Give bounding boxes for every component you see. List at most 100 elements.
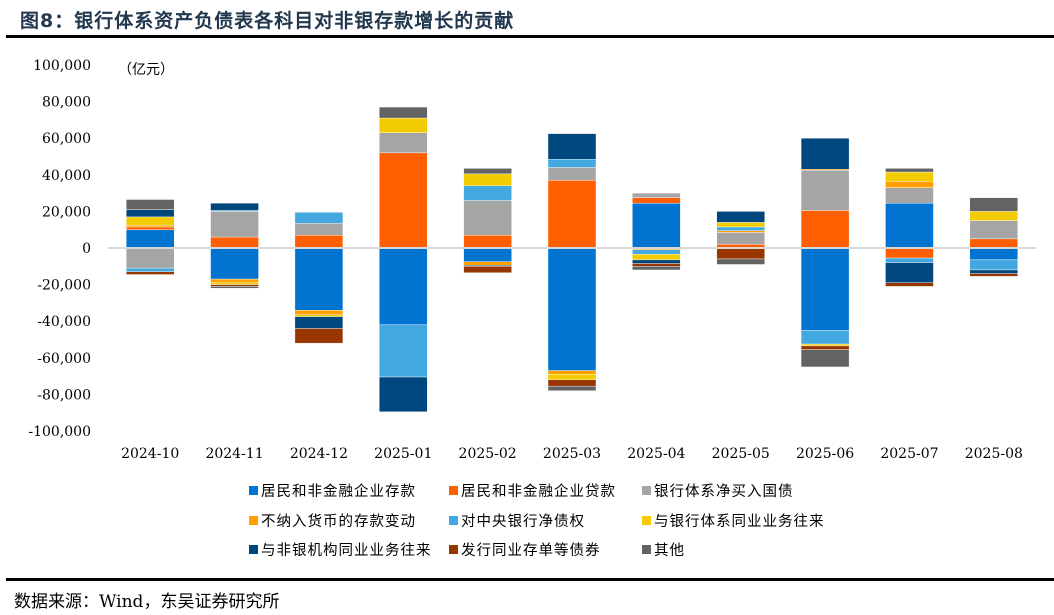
- legend-label: 不纳入货币的存款变动: [261, 514, 416, 530]
- legend-item: 发行同业存单等债券: [449, 539, 601, 560]
- legend-item: 居民和非金融企业存款: [249, 480, 416, 501]
- bar-segment-2025-04-s0: [632, 202, 681, 249]
- bar-segment-2025-05-s2: [716, 232, 765, 245]
- bar-segment-2024-11-s2: [210, 211, 259, 238]
- x-tick-label: 2025-06: [796, 446, 854, 462]
- y-tick-label: 60,000: [42, 131, 91, 147]
- bar-segment-2024-11-s5: [210, 282, 259, 285]
- bar-segment-2024-12-s1: [294, 234, 344, 249]
- legend-swatch: [249, 545, 258, 554]
- bar-segment-2025-02-s4: [463, 185, 512, 201]
- bar-segment-2024-10-s6: [125, 209, 175, 218]
- legend-label: 与非银机构同业业务往来: [261, 543, 432, 559]
- legend-swatch: [449, 486, 458, 495]
- x-tick-label: 2025-07: [880, 446, 938, 462]
- bar-segment-2025-04-s1: [632, 197, 681, 204]
- legend-swatch: [449, 516, 458, 525]
- bar-segment-2025-03-s2: [547, 167, 597, 181]
- bar-segment-2024-11-s7: [210, 284, 259, 287]
- x-tick-label: 2024-11: [205, 446, 263, 462]
- bar-segment-2025-05-s4: [716, 226, 765, 231]
- bar-segment-2025-08-s5: [969, 211, 1019, 221]
- bar-segment-2025-07-s7: [885, 282, 934, 287]
- bar-segment-2025-02-s8: [463, 168, 512, 175]
- bar-segment-2025-05-s5: [716, 222, 765, 228]
- bar-segment-2024-10-s1: [125, 226, 175, 230]
- y-tick-label: 0: [82, 241, 91, 257]
- bar-segment-2025-01-s6: [379, 376, 428, 412]
- y-tick-label: -40,000: [37, 314, 91, 330]
- bar-segment-2025-02-s3: [463, 261, 512, 266]
- bar-segment-2025-05-s8: [716, 258, 765, 265]
- x-tick-label: 2025-02: [459, 446, 517, 462]
- legend-swatch: [642, 486, 651, 495]
- bar-segment-2025-06-s7: [800, 345, 850, 350]
- bar-segment-2025-07-s2: [885, 187, 934, 204]
- bar-segment-2025-07-s0: [885, 202, 934, 249]
- bar-segment-2024-10-s2: [125, 247, 175, 269]
- bar-segment-2025-08-s0: [969, 247, 1019, 261]
- source-note: 数据来源：Wind，东吴证券研究所: [14, 592, 280, 612]
- bar-segment-2025-07-s1: [885, 247, 934, 259]
- bar-segment-2025-04-s4: [632, 249, 681, 255]
- bar-segment-2025-01-s0: [379, 247, 428, 326]
- bar-segment-2025-03-s5: [547, 374, 597, 380]
- legend-label: 发行同业存单等债券: [461, 543, 601, 559]
- bar-segment-2024-11-s0: [210, 247, 259, 280]
- legend-item: 不纳入货币的存款变动: [249, 510, 416, 531]
- bar-segment-2025-02-s7: [463, 266, 512, 273]
- x-axis-ticks: 2024-10 2024-11 2024-12 2025-01 2025-02 2025-…: [121, 446, 1023, 462]
- legend-swatch: [249, 486, 258, 495]
- legend-item: 银行体系净买入国债: [642, 480, 794, 501]
- legend-swatch: [249, 516, 258, 525]
- bars: [125, 106, 1019, 412]
- bar-segment-2024-10-s8: [125, 199, 175, 210]
- legend-item: 与银行体系同业业务往来: [642, 510, 825, 531]
- bar-segment-2024-12-s0: [294, 247, 344, 311]
- bar-segment-2025-01-s4: [379, 324, 428, 378]
- bar-segment-2024-12-s6: [294, 316, 344, 329]
- x-tick-label: 2025-08: [965, 446, 1023, 462]
- bar-segment-2025-04-s2: [632, 192, 681, 198]
- bar-segment-2025-08-s1: [969, 238, 1019, 249]
- bar-segment-2025-08-s7: [969, 273, 1019, 277]
- x-tick-label: 2024-10: [121, 446, 179, 462]
- bar-segment-2025-03-s7: [547, 379, 597, 387]
- legend-swatch: [449, 545, 458, 554]
- bar-segment-2025-02-s2: [463, 200, 512, 236]
- stacked-bar-chart: （亿元） 100,000 80,000 60,000 40,000 20,000 0 -20…: [28, 58, 1036, 462]
- legend-item: 其他: [642, 539, 685, 560]
- bar-segment-2025-07-s3: [885, 181, 934, 188]
- y-tick-label: -20,000: [37, 278, 91, 294]
- bar-segment-2025-07-s4: [885, 257, 934, 263]
- bar-segment-2025-03-s8: [547, 385, 597, 391]
- y-tick-label: 20,000: [42, 204, 91, 220]
- x-tick-label: 2025-05: [712, 446, 770, 462]
- legend-label: 其他: [654, 543, 685, 559]
- bar-segment-2024-11-s8: [210, 286, 259, 289]
- legend-label: 居民和非金融企业贷款: [461, 484, 616, 500]
- bar-segment-2024-12-s3: [294, 310, 344, 315]
- bar-segment-2025-02-s0: [463, 247, 512, 262]
- bar-segment-2025-07-s5: [885, 171, 934, 182]
- bar-segment-2025-07-s6: [885, 262, 934, 283]
- bar-segment-2025-07-s8: [885, 168, 934, 173]
- bar-segment-2025-03-s0: [547, 247, 597, 371]
- bar-segment-2025-08-s4: [969, 259, 1019, 271]
- x-tick-label: 2025-03: [543, 446, 601, 462]
- bar-segment-2025-01-s1: [379, 152, 428, 249]
- bar-segment-2025-05-s6: [716, 211, 765, 223]
- bar-segment-2025-06-s5: [800, 343, 850, 347]
- bar-segment-2025-06-s1: [800, 210, 850, 249]
- bar-segment-2025-02-s5: [463, 173, 512, 186]
- bar-segment-2025-02-s1: [463, 234, 512, 249]
- figure-title: 图8：银行体系资产负债表各科目对非银存款增长的贡献: [20, 10, 515, 32]
- y-tick-label: -80,000: [37, 387, 91, 403]
- bar-segment-2025-03-s3: [547, 370, 597, 375]
- legend-swatch: [642, 545, 651, 554]
- legend-item: 与非银机构同业业务往来: [249, 539, 432, 560]
- legend-item: 对中央银行净债权: [449, 510, 585, 531]
- bar-segment-2025-01-s8: [379, 106, 428, 119]
- bar-segment-2025-06-s2: [800, 170, 850, 211]
- title-rule: [6, 35, 1054, 38]
